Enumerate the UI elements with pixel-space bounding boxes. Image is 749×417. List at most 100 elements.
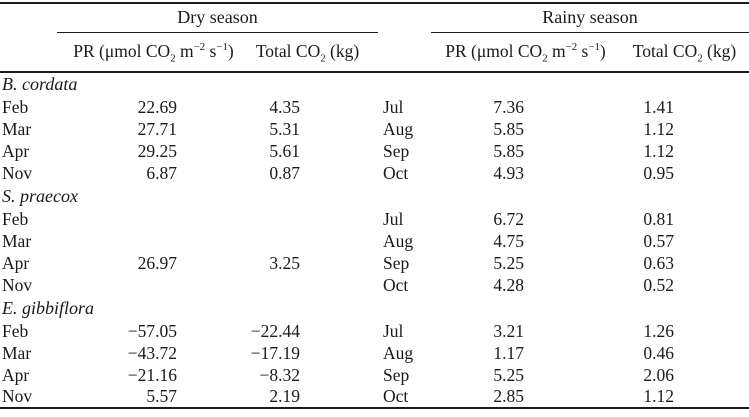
table-row: Apr −21.16 −8.32 Sep 5.25 2.06 bbox=[0, 364, 749, 386]
rainy-pr-value: 1.17 bbox=[493, 342, 524, 363]
species-name: B. cordata bbox=[2, 74, 78, 94]
dry-total-value: 4.35 bbox=[269, 96, 300, 117]
rainy-pr-value: 5.85 bbox=[493, 140, 524, 161]
table-row: Mar 27.71 5.31 Aug 5.85 1.12 bbox=[0, 118, 749, 140]
species-name: E. gibbiflora bbox=[2, 297, 95, 318]
dry-pr-value: 26.97 bbox=[137, 252, 177, 273]
co2-subscript: 2 bbox=[320, 52, 326, 65]
species-row-b-cordata: B. cordata bbox=[0, 72, 749, 96]
column-header-row: PR (μmol CO2 m−2 s−1) Total CO2 (kg) PR … bbox=[0, 32, 749, 73]
rainy-pr-value: 5.25 bbox=[493, 252, 524, 273]
dry-month-cell: Nov bbox=[2, 162, 33, 183]
column-gap bbox=[365, 140, 378, 162]
rainy-pr-value: 4.28 bbox=[493, 274, 524, 295]
pr-header-text: ) bbox=[599, 41, 606, 62]
dry-month-cell: Apr bbox=[2, 140, 30, 161]
species-row-e-gibbiflora: E. gibbiflora bbox=[0, 296, 749, 320]
dry-pr-column-header: PR (μmol CO2 m−2 s−1) bbox=[57, 32, 250, 73]
dry-month-cell: Nov bbox=[2, 386, 33, 406]
dry-total-value: −8.32 bbox=[259, 364, 301, 385]
pr-header-text: ) bbox=[227, 41, 234, 62]
table-row: Nov Oct 4.28 0.52 bbox=[0, 274, 749, 296]
dry-month-cell: Feb bbox=[2, 320, 29, 341]
dry-total-value: 2.19 bbox=[269, 386, 300, 406]
total-header-text: Total CO bbox=[255, 41, 321, 62]
rainy-month-cell: Jul bbox=[383, 96, 404, 117]
rainy-month-cell: Sep bbox=[383, 140, 410, 161]
empty-header-cell bbox=[378, 32, 431, 73]
column-gap bbox=[365, 342, 378, 364]
species-row-s-praecox: S. praecox bbox=[0, 184, 749, 208]
dry-month-cell: Apr bbox=[2, 364, 30, 385]
empty-header-cell bbox=[378, 3, 431, 32]
rainy-total-value: 1.41 bbox=[643, 96, 675, 117]
dry-total-value: 5.61 bbox=[269, 140, 300, 161]
rainy-month-cell: Sep bbox=[383, 252, 410, 273]
dry-total-value bbox=[250, 230, 365, 252]
dry-total-value: −22.44 bbox=[250, 320, 300, 341]
dry-month-cell: Apr bbox=[2, 252, 30, 273]
rainy-season-header: Rainy season bbox=[431, 3, 749, 33]
season-header-row: Dry season Rainy season bbox=[0, 3, 749, 33]
rainy-total-value: 0.46 bbox=[643, 342, 675, 363]
dry-total-value: 5.31 bbox=[269, 118, 300, 139]
rainy-pr-value: 4.93 bbox=[493, 162, 524, 183]
total-header-text: Total CO bbox=[632, 41, 698, 62]
table-row: Nov 6.87 0.87 Oct 4.93 0.95 bbox=[0, 162, 749, 184]
dry-pr-value bbox=[57, 230, 250, 252]
dry-total-value: −17.19 bbox=[250, 342, 300, 363]
column-gap bbox=[365, 162, 378, 184]
dry-total-value: 0.87 bbox=[269, 162, 300, 183]
exponent-superscript: −1 bbox=[216, 41, 228, 54]
dry-pr-value: 5.57 bbox=[146, 386, 177, 406]
dry-month-cell: Mar bbox=[2, 230, 32, 251]
dry-pr-value: 27.71 bbox=[137, 118, 177, 139]
pr-header-text: s bbox=[205, 41, 217, 62]
empty-header-cell bbox=[0, 3, 57, 32]
co2-subscript: 2 bbox=[697, 52, 703, 65]
exponent-superscript: −1 bbox=[588, 41, 600, 54]
rainy-total-value: 0.81 bbox=[643, 208, 675, 229]
pr-header-text: m bbox=[175, 41, 194, 62]
column-gap bbox=[365, 230, 378, 252]
co2-subscript: 2 bbox=[542, 52, 548, 65]
rainy-pr-value: 3.21 bbox=[493, 320, 524, 341]
dry-month-cell: Mar bbox=[2, 342, 32, 363]
total-header-text: (kg) bbox=[702, 41, 737, 62]
rainy-total-value: 1.26 bbox=[643, 320, 675, 341]
empty-header-cell bbox=[0, 32, 57, 73]
table-row: Apr 29.25 5.61 Sep 5.85 1.12 bbox=[0, 140, 749, 162]
rainy-pr-column-header: PR (μmol CO2 m−2 s−1) bbox=[431, 32, 620, 73]
dry-total-value: 3.25 bbox=[269, 252, 300, 273]
table-row: Mar Aug 4.75 0.57 bbox=[0, 230, 749, 252]
dry-pr-value: −21.16 bbox=[127, 364, 177, 385]
rainy-total-value: 1.12 bbox=[643, 118, 675, 139]
table-row: Apr 26.97 3.25 Sep 5.25 0.63 bbox=[0, 252, 749, 274]
dry-pr-value: 6.87 bbox=[146, 162, 177, 183]
rainy-pr-value: 5.25 bbox=[493, 364, 524, 385]
rainy-total-value: 2.06 bbox=[643, 364, 675, 385]
rainy-total-value: 0.95 bbox=[643, 162, 675, 183]
dry-pr-value: −57.05 bbox=[127, 320, 177, 341]
rainy-month-cell: Aug bbox=[383, 342, 414, 363]
column-gap bbox=[365, 320, 378, 342]
pr-header-text: PR (μmol CO bbox=[445, 41, 543, 62]
total-header-text: (kg) bbox=[325, 41, 360, 62]
column-gap bbox=[365, 208, 378, 230]
dry-pr-value bbox=[57, 208, 250, 230]
column-gap bbox=[365, 118, 378, 140]
rainy-month-cell: Aug bbox=[383, 118, 414, 139]
dry-pr-value bbox=[57, 274, 250, 296]
rainy-month-cell: Jul bbox=[383, 320, 404, 341]
pr-header-text: m bbox=[547, 41, 566, 62]
dry-month-cell: Mar bbox=[2, 118, 32, 139]
rainy-pr-value: 6.72 bbox=[493, 208, 524, 229]
rainy-month-cell: Sep bbox=[383, 364, 410, 385]
exponent-superscript: −2 bbox=[193, 41, 206, 54]
dry-month-cell: Nov bbox=[2, 274, 33, 295]
exponent-superscript: −2 bbox=[565, 41, 578, 54]
rainy-pr-value: 2.85 bbox=[493, 386, 524, 406]
rainy-pr-value: 7.36 bbox=[493, 96, 524, 117]
rainy-month-cell: Aug bbox=[383, 230, 414, 251]
rainy-total-value: 1.12 bbox=[643, 140, 675, 161]
